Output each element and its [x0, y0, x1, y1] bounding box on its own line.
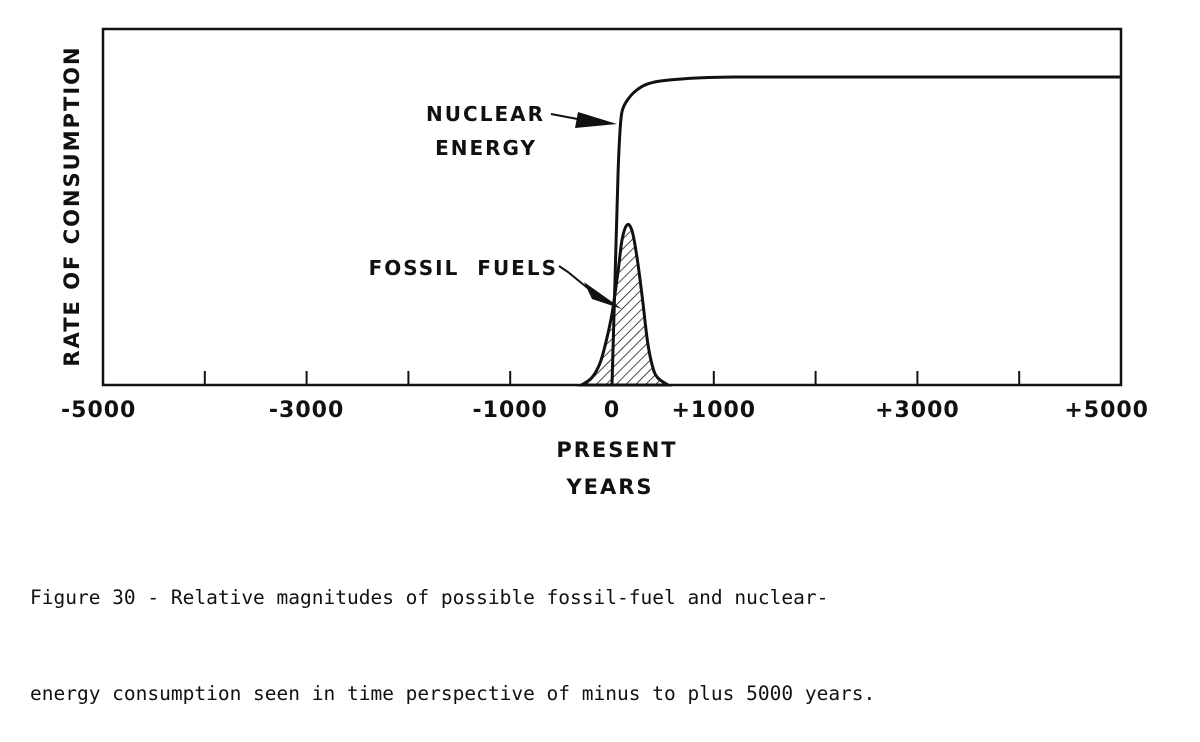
caption-line-2: energy consumption seen in time perspect… — [30, 682, 876, 705]
nuclear-energy-annotation-line1: NUCLEAR — [426, 102, 545, 126]
fossil-fuels-annotation: FOSSIL FUELS — [369, 256, 558, 280]
x-axis-tick-labels: -5000 -3000 -1000 0 +1000 +3000 +5000 — [61, 398, 1149, 423]
chart: -5000 -3000 -1000 0 +1000 +3000 +5000 PRESENT … — [60, 27, 1149, 499]
x-axis-label: YEARS — [565, 475, 653, 499]
x-axis-ticks — [102, 371, 1122, 385]
x-tick-label-3: 0 — [604, 398, 620, 423]
nuclear-energy-arrow — [550, 112, 617, 128]
figure-caption: Figure 30 - Relative magnitudes of possi… — [30, 518, 1190, 742]
x-tick-label-6: +5000 — [1064, 398, 1149, 423]
series-layer — [576, 75, 1121, 387]
present-label: PRESENT — [556, 438, 677, 462]
x-tick-label-1: -3000 — [269, 398, 344, 423]
x-tick-label-2: -1000 — [473, 398, 548, 423]
series-area-fossil-fuels — [576, 223, 673, 387]
fossil-fuels-arrow — [558, 265, 622, 309]
series-line-nuclear-energy — [610, 75, 1121, 386]
x-tick-label-4: +1000 — [671, 398, 756, 423]
x-tick-label-0: -5000 — [61, 398, 136, 423]
nuclear-energy-annotation-line2: ENERGY — [435, 136, 537, 160]
y-axis-label: RATE OF CONSUMPTION — [60, 45, 84, 366]
caption-line-1: Figure 30 - Relative magnitudes of possi… — [30, 586, 829, 609]
x-tick-label-5: +3000 — [875, 398, 960, 423]
